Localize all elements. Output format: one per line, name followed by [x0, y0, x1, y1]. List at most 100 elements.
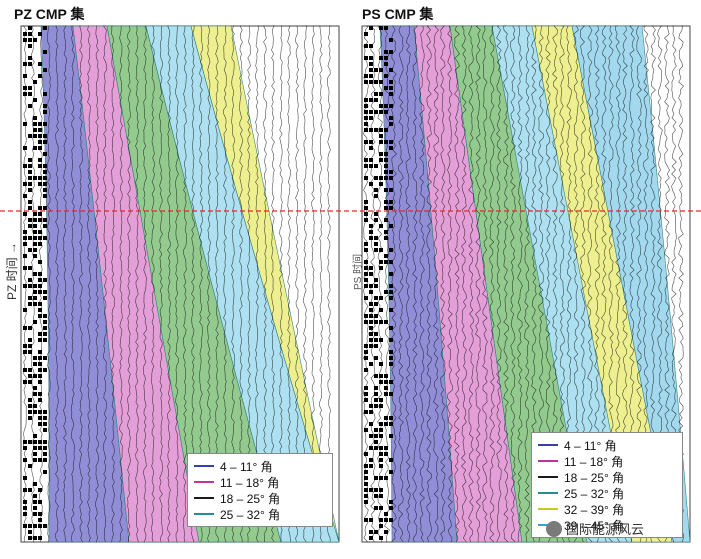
ps-noise: [384, 518, 388, 522]
pz-noise: [28, 338, 32, 342]
ps-noise: [364, 56, 368, 60]
ps-noise: [369, 140, 373, 144]
ps-noise: [389, 122, 393, 126]
pz-noise: [38, 440, 42, 444]
pz-noise: [38, 122, 42, 126]
pz-noise: [33, 392, 37, 396]
ps-noise: [389, 422, 393, 426]
pz-noise: [33, 122, 37, 126]
ps-noise: [384, 512, 388, 516]
legend-label: 25 – 32° 角: [220, 507, 281, 522]
pz-noise: [23, 38, 27, 42]
pz-noise: [23, 524, 27, 528]
ps-noise: [374, 68, 378, 72]
pz-noise: [38, 62, 42, 66]
pz-noise: [38, 182, 42, 186]
ps-noise: [389, 146, 393, 150]
pz-noise: [33, 386, 37, 390]
ps-noise: [384, 50, 388, 54]
ps-trace: [391, 25, 397, 543]
pz-noise: [43, 140, 47, 144]
pz-noise: [38, 488, 42, 492]
pz-noise: [28, 416, 32, 420]
ps-noise: [369, 518, 373, 522]
ps-trace: [433, 25, 439, 543]
ps-noise: [374, 398, 378, 402]
pz-noise: [38, 212, 42, 216]
ps-noise: [364, 386, 368, 390]
pz-noise: [33, 434, 37, 438]
ps-noise: [389, 362, 393, 366]
pz-noise: [28, 296, 32, 300]
ps-noise: [384, 320, 388, 324]
pz-noise: [23, 146, 27, 150]
ps-noise: [374, 296, 378, 300]
ps-noise: [364, 488, 368, 492]
ps-noise: [369, 182, 373, 186]
ps-noise: [369, 68, 373, 72]
watermark-text: 国际能源风云: [566, 522, 645, 537]
ps-noise: [384, 56, 388, 60]
ps-noise: [374, 446, 378, 450]
pz-noise: [28, 206, 32, 210]
ps-noise: [384, 260, 388, 264]
ps-trace: [461, 25, 467, 543]
pz-noise: [38, 176, 42, 180]
pz-trace: [151, 25, 155, 543]
ps-noise: [369, 308, 373, 312]
ps-noise: [384, 152, 388, 156]
legend-swatch: [194, 465, 214, 467]
pz-noise: [28, 398, 32, 402]
ps-noise: [364, 122, 368, 126]
pz-noise: [28, 56, 32, 60]
ps-noise: [384, 158, 388, 162]
pz-noise: [43, 206, 47, 210]
pz-noise: [38, 362, 42, 366]
ps-noise: [374, 440, 378, 444]
ps-noise: [379, 434, 383, 438]
ps-noise: [379, 422, 383, 426]
ps-noise: [364, 410, 368, 414]
pz-legend-item: 25 – 32° 角: [194, 506, 326, 522]
ps-noise: [389, 92, 393, 96]
pz-trace: [87, 25, 91, 543]
ps-legend-item: 18 – 25° 角: [538, 469, 676, 485]
ps-noise: [384, 176, 388, 180]
ps-noise: [364, 392, 368, 396]
pz-noise: [43, 50, 47, 54]
ps-trace: [447, 25, 453, 543]
ps-noise: [374, 110, 378, 114]
ps-noise: [379, 56, 383, 60]
pz-noise: [28, 284, 32, 288]
legend-label: 18 – 25° 角: [564, 470, 625, 485]
ps-noise: [384, 62, 388, 66]
ps-noise: [379, 458, 383, 462]
pz-noise: [23, 380, 27, 384]
pz-noise: [33, 248, 37, 252]
pz-noise: [28, 176, 32, 180]
ps-legend-item: 25 – 32° 角: [538, 485, 676, 501]
pz-noise: [28, 236, 32, 240]
pz-noise: [28, 164, 32, 168]
pz-noise: [38, 392, 42, 396]
ps-noise: [369, 146, 373, 150]
pz-trace: [22, 25, 27, 543]
ps-noise: [369, 536, 373, 540]
ps-noise: [379, 134, 383, 138]
ps-trace: [398, 25, 404, 543]
ps-noise: [364, 116, 368, 120]
ps-noise: [389, 296, 393, 300]
pz-noise: [23, 230, 27, 234]
ps-noise: [384, 26, 388, 30]
pz-noise: [43, 356, 47, 360]
ps-noise: [374, 530, 378, 534]
ps-noise: [364, 398, 368, 402]
pz-noise: [38, 278, 42, 282]
pz-noise: [38, 302, 42, 306]
ps-noise: [379, 404, 383, 408]
ps-noise: [384, 170, 388, 174]
ps-noise: [369, 110, 373, 114]
pz-noise: [38, 242, 42, 246]
ps-noise: [384, 374, 388, 378]
